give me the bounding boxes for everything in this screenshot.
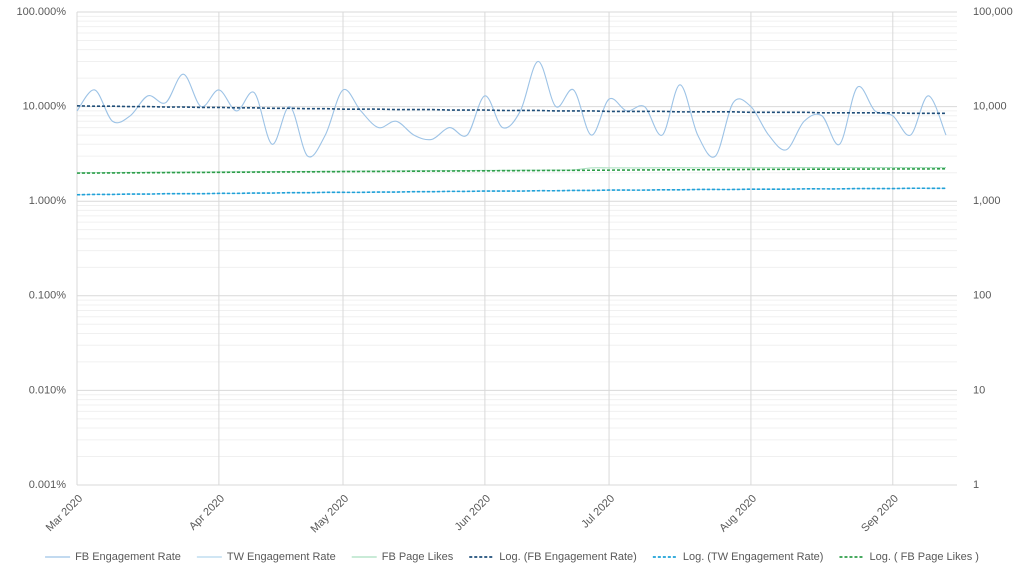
legend-label: FB Page Likes xyxy=(382,551,454,563)
legend-label: Log. (TW Engagement Rate) xyxy=(683,551,824,563)
y-tick-label: 0.100% xyxy=(29,290,67,302)
legend-label: Log. (FB Engagement Rate) xyxy=(499,551,637,563)
y2-tick-label: 100 xyxy=(973,290,991,302)
legend-item: TW Engagement Rate xyxy=(196,551,336,563)
legend-label: Log. ( FB Page Likes ) xyxy=(869,551,978,563)
series-line xyxy=(76,104,946,115)
y2-tick-label: 10,000 xyxy=(973,101,1007,113)
legend-item: Log. (FB Engagement Rate) xyxy=(469,551,637,563)
legend-label: TW Engagement Rate xyxy=(227,551,336,563)
y-tick-label: 0.001% xyxy=(29,479,67,491)
y2-tick-label: 10 xyxy=(973,384,985,396)
legend-item: FB Page Likes xyxy=(351,551,454,563)
y2-tick-label: 1,000 xyxy=(973,195,1001,207)
legend-label: FB Engagement Rate xyxy=(75,551,181,563)
y2-tick-label: 100,000 xyxy=(973,6,1013,18)
y-tick-label: 100.000% xyxy=(16,6,66,18)
series-line xyxy=(76,166,946,174)
legend-item: FB Engagement Rate xyxy=(45,551,181,563)
series-line xyxy=(76,168,947,174)
series-line xyxy=(76,187,946,196)
y-tick-label: 0.010% xyxy=(29,384,67,396)
legend-item: Log. ( FB Page Likes ) xyxy=(839,551,979,563)
legend-item: Log. (TW Engagement Rate) xyxy=(652,551,824,563)
y-tick-label: 1.000% xyxy=(29,195,67,207)
series-line xyxy=(76,60,947,158)
y2-tick-label: 1 xyxy=(973,479,979,491)
y-tick-label: 10.000% xyxy=(23,101,67,113)
